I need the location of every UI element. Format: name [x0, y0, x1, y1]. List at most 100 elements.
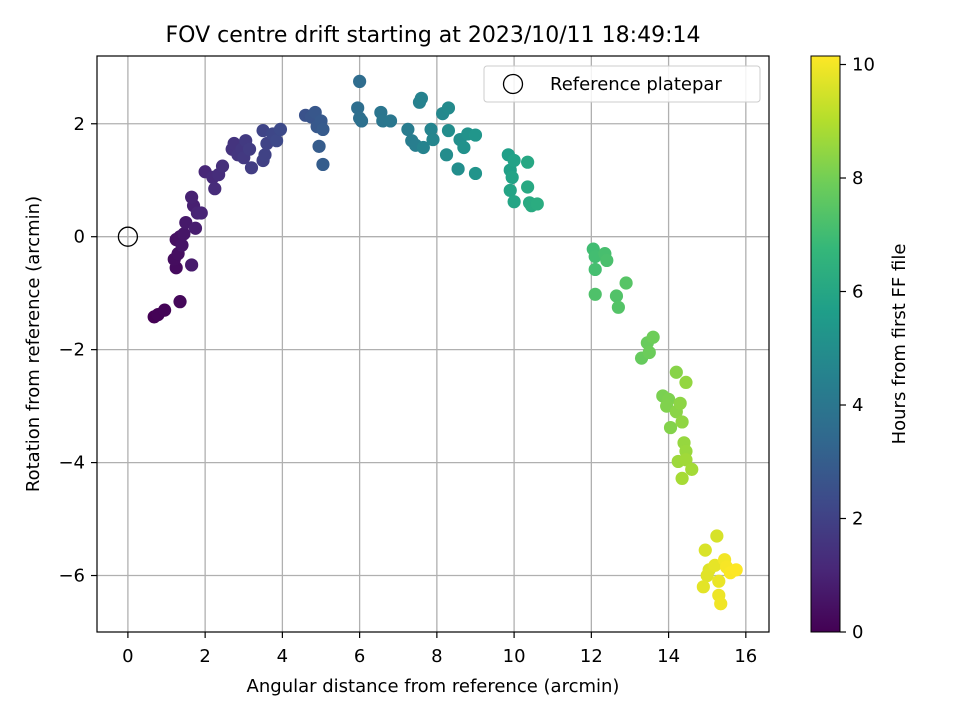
x-tick-label: 14 [657, 646, 680, 667]
data-point [242, 142, 257, 156]
data-point [194, 206, 208, 220]
data-point [708, 558, 722, 572]
data-point [663, 420, 678, 435]
data-point [679, 375, 693, 389]
data-point [505, 170, 519, 185]
data-point [696, 580, 710, 594]
x-tick-label: 0 [122, 646, 133, 667]
data-point [439, 148, 454, 162]
data-point [588, 287, 602, 301]
data-point [416, 140, 430, 155]
data-point [507, 195, 521, 209]
data-point [441, 101, 456, 115]
data-point [729, 563, 743, 577]
colorbar-label: Hours from first FF file [889, 244, 910, 445]
x-tick-label: 4 [277, 646, 288, 667]
data-point [316, 122, 330, 137]
legend-reference-marker [502, 73, 524, 95]
data-point [673, 396, 687, 410]
colorbar-tick-label: 4 [852, 395, 863, 416]
data-point [712, 574, 726, 588]
data-point [521, 180, 535, 194]
data-point [258, 148, 272, 162]
reference-marker-group [117, 226, 139, 247]
data-point [468, 128, 483, 142]
chart-title: FOV centre drift starting at 2023/10/11 … [166, 23, 701, 48]
colorbar-tick-label: 8 [852, 168, 863, 189]
data-point [700, 568, 714, 583]
y-tick-label: −4 [58, 453, 85, 474]
data-point [710, 529, 724, 543]
data-point [503, 183, 517, 197]
data-point [426, 132, 440, 147]
data-point [698, 543, 712, 557]
data-point [401, 122, 415, 137]
data-point [354, 114, 369, 128]
legend-box [483, 65, 761, 103]
data-point [457, 140, 471, 155]
plot-frame [96, 55, 770, 633]
data-point [185, 258, 199, 272]
data-point [609, 289, 624, 303]
x-tick-label: 16 [734, 646, 757, 667]
data-point [451, 162, 465, 176]
data-points [147, 74, 743, 611]
reference-platepar-marker [117, 226, 139, 247]
data-point [660, 399, 674, 413]
data-point [611, 300, 625, 314]
y-tick-label: −6 [58, 566, 85, 587]
colorbar-tick-label: 10 [852, 55, 875, 76]
data-point [215, 159, 230, 173]
x-axis-ticks: 0 2 4 6 8 10 12 14 16 [122, 632, 757, 667]
data-point [714, 597, 728, 611]
data-point [642, 345, 656, 360]
data-point [208, 182, 222, 196]
legend-reference-label: Reference platepar [550, 74, 722, 95]
x-tick-label: 8 [431, 646, 442, 667]
data-point [173, 295, 187, 309]
data-point [179, 215, 193, 230]
data-point [468, 166, 483, 181]
colorbar: 0 2 4 6 8 10 Hours from first FF file [810, 55, 910, 643]
x-tick-label: 2 [199, 646, 210, 667]
data-point [646, 330, 660, 344]
data-point [521, 155, 535, 169]
x-tick-label: 12 [580, 646, 603, 667]
data-point [188, 221, 203, 235]
data-point [312, 139, 326, 153]
y-axis-label: Rotation from reference (arcmin) [23, 196, 44, 492]
y-axis-ticks: −6 −4 −2 0 2 [58, 114, 97, 587]
legend: Reference platepar [483, 65, 761, 103]
data-point [316, 157, 330, 172]
data-point [600, 253, 614, 268]
data-point [414, 91, 429, 105]
data-point [351, 101, 365, 115]
x-tick-label: 10 [503, 646, 526, 667]
data-point [269, 134, 284, 148]
data-point [424, 122, 438, 137]
data-point [685, 462, 699, 476]
data-point [244, 161, 259, 175]
data-point [185, 190, 199, 204]
data-point [177, 227, 191, 241]
colorbar-tick-label: 0 [852, 622, 863, 643]
data-point [675, 415, 689, 429]
colorbar-tick-label: 2 [852, 509, 863, 530]
data-point [441, 123, 456, 138]
y-tick-label: 0 [74, 227, 85, 248]
data-point [679, 453, 693, 467]
data-point [669, 365, 683, 379]
data-point [619, 276, 633, 290]
data-point [507, 153, 521, 168]
x-tick-label: 6 [354, 646, 365, 667]
x-axis-label: Angular distance from reference (arcmin) [247, 676, 620, 697]
data-point [588, 262, 602, 277]
y-tick-label: 2 [74, 114, 85, 135]
data-point [383, 114, 398, 128]
colorbar-tick-label: 6 [852, 282, 863, 303]
data-point [175, 238, 189, 252]
data-point [675, 471, 689, 485]
colorbar-gradient [810, 55, 841, 633]
y-tick-label: −2 [58, 340, 85, 361]
